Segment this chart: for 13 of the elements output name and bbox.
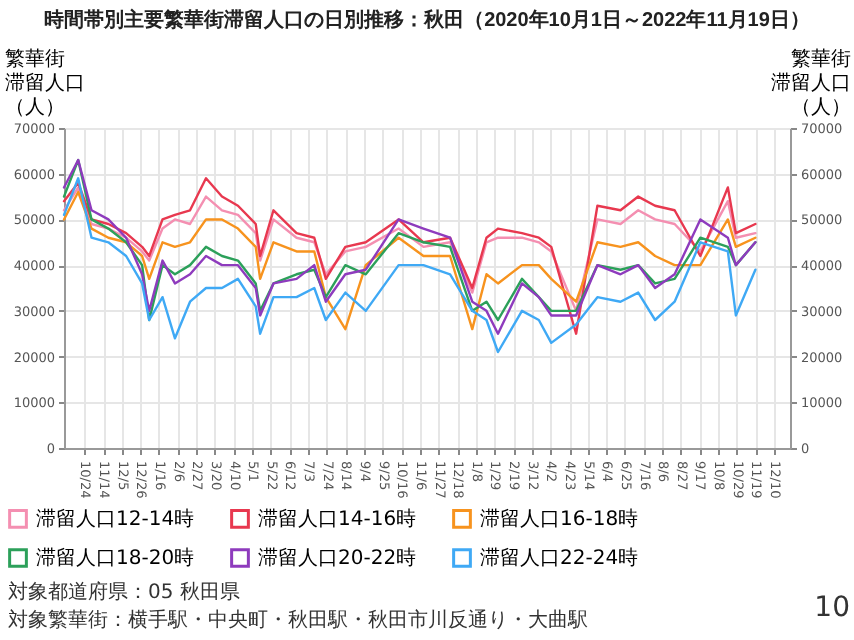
- legend-label: 滞留人口18-20時: [36, 546, 195, 570]
- legend-label: 滞留人口12-14時: [36, 506, 195, 531]
- text: 10: [814, 592, 850, 624]
- y2-axis-title: 繁華街滞留人口（人）: [771, 47, 851, 119]
- line-series: [62, 186, 757, 313]
- legend-label: 滞留人口22-24時: [480, 546, 639, 570]
- chart-title: 時間帯別主要繁華街滞留人口の日別推移：秋田（2020年10月1日～2022年11月19日）: [44, 8, 810, 32]
- legend-label: 滞留人口14-16時: [258, 506, 417, 531]
- legend-label: 滞留人口16-18時: [480, 506, 639, 531]
- text: 対象都道府県：05 秋田県: [8, 580, 240, 604]
- text: 対象繁華街：横手駅・中央町・秋田駅・秋田市川反通り・大曲駅: [8, 608, 588, 632]
- legend-label: 滞留人口20-22時: [258, 546, 417, 570]
- y-axis-title: 繁華街滞留人口（人）: [5, 47, 85, 119]
